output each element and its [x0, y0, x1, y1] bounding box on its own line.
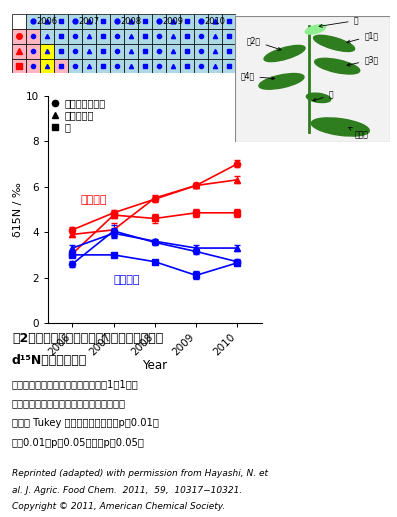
Text: 図2　葉位別のチャ生葉（「やぶきた」）の: 図2 葉位別のチャ生葉（「やぶきた」）の: [12, 332, 163, 345]
Y-axis label: δ15N / ‰: δ15N / ‰: [13, 182, 23, 237]
Bar: [152, 29, 166, 44]
Bar: [194, 44, 208, 58]
Ellipse shape: [264, 45, 305, 62]
Bar: [222, 44, 236, 58]
Bar: [40, 14, 54, 29]
Bar: [152, 44, 166, 58]
Text: 使用した有機肥料は魚笪：菜種笪（1：1）、: 使用した有機肥料は魚笪：菜種笪（1：1）、: [12, 379, 139, 389]
Text: 2010: 2010: [205, 17, 225, 26]
Bar: [152, 58, 166, 73]
Bar: [138, 58, 152, 73]
Bar: [138, 29, 152, 44]
Bar: [180, 14, 194, 29]
Bar: [222, 58, 236, 73]
Text: d¹⁵N値の年次変動: d¹⁵N値の年次変動: [12, 354, 87, 367]
Bar: [26, 44, 40, 58]
Bar: [166, 44, 180, 58]
Ellipse shape: [315, 58, 360, 74]
Text: Reprinted (adapted) with permission from Hayashi, N. et: Reprinted (adapted) with permission from…: [12, 469, 268, 478]
Bar: [26, 29, 40, 44]
Bar: [26, 14, 40, 29]
Bar: [138, 44, 152, 58]
Text: al. J. Agric. Food Chem.  2011,  59,  10317−10321.: al. J. Agric. Food Chem. 2011, 59, 10317…: [12, 486, 242, 495]
Bar: [124, 58, 138, 73]
Bar: [26, 58, 40, 73]
Ellipse shape: [259, 73, 304, 89]
Text: 第3葉: 第3葉: [347, 55, 378, 66]
Bar: [222, 29, 236, 44]
Text: 慣行栄培: 慣行栄培: [114, 276, 140, 285]
Text: 第4葉: 第4葉: [240, 72, 275, 81]
Bar: [40, 29, 54, 44]
Bar: [68, 44, 82, 58]
Bar: [40, 44, 54, 58]
Bar: [194, 14, 208, 29]
Bar: [12, 29, 26, 44]
Text: 2006: 2006: [37, 17, 58, 26]
Bar: [208, 44, 222, 58]
Ellipse shape: [314, 35, 355, 52]
Bar: [194, 58, 208, 73]
Ellipse shape: [311, 118, 369, 136]
Bar: [194, 29, 208, 44]
Bar: [110, 14, 124, 29]
Bar: [54, 14, 68, 29]
Text: 黄：0.01＜p＜0.05、赤：p＞0.05）: 黄：0.01＜p＜0.05、赤：p＞0.05）: [12, 438, 145, 448]
Bar: [68, 58, 82, 73]
Bar: [12, 14, 26, 29]
Text: 有機栄培: 有機栄培: [81, 194, 107, 205]
Bar: [124, 29, 138, 44]
Bar: [180, 58, 194, 73]
Bar: [96, 29, 110, 44]
Bar: [110, 58, 124, 73]
Bar: [208, 29, 222, 44]
Bar: [54, 29, 68, 44]
Bar: [180, 44, 194, 58]
Bar: [124, 14, 138, 29]
Text: 2009: 2009: [163, 17, 184, 26]
Bar: [152, 14, 166, 29]
Ellipse shape: [305, 25, 326, 34]
X-axis label: Year: Year: [142, 359, 168, 372]
Bar: [68, 14, 82, 29]
Bar: [96, 44, 110, 58]
Text: 第1葉: 第1葉: [347, 31, 378, 43]
Bar: [208, 58, 222, 73]
Bar: [166, 58, 180, 73]
Bar: [110, 29, 124, 44]
Bar: [12, 44, 26, 58]
Bar: [82, 14, 96, 29]
Bar: [110, 44, 124, 58]
Text: エラーバーは標準偏差、グリッドダイアグ: エラーバーは標準偏差、グリッドダイアグ: [12, 399, 126, 408]
Bar: [180, 29, 194, 44]
Bar: [138, 14, 152, 29]
Ellipse shape: [306, 93, 331, 102]
Text: 赛冬葉: 赛冬葉: [349, 127, 369, 139]
Bar: [12, 58, 26, 73]
Bar: [54, 44, 68, 58]
Text: ラムは Tukey 多頂検定結果（青：p＜0.01、: ラムは Tukey 多頂検定結果（青：p＜0.01、: [12, 418, 159, 428]
Bar: [40, 58, 54, 73]
Bar: [222, 14, 236, 29]
Bar: [166, 29, 180, 44]
Legend: 芽、第１～２葉, 第３～４葉, 茎: 芽、第１～２葉, 第３～４葉, 茎: [50, 99, 105, 132]
Bar: [208, 14, 222, 29]
Text: Copyright © 2011, American Chemical Society.: Copyright © 2011, American Chemical Soci…: [12, 503, 225, 511]
Bar: [96, 14, 110, 29]
Text: 2007: 2007: [79, 17, 100, 26]
Bar: [68, 29, 82, 44]
Bar: [166, 14, 180, 29]
Text: 第2葉: 第2葉: [247, 36, 281, 50]
Bar: [82, 29, 96, 44]
Bar: [54, 58, 68, 73]
Bar: [124, 44, 138, 58]
Bar: [82, 58, 96, 73]
Text: 芽: 芽: [319, 16, 358, 27]
Text: 2008: 2008: [121, 17, 142, 26]
Text: 茎: 茎: [313, 91, 333, 101]
Bar: [96, 58, 110, 73]
Bar: [82, 44, 96, 58]
